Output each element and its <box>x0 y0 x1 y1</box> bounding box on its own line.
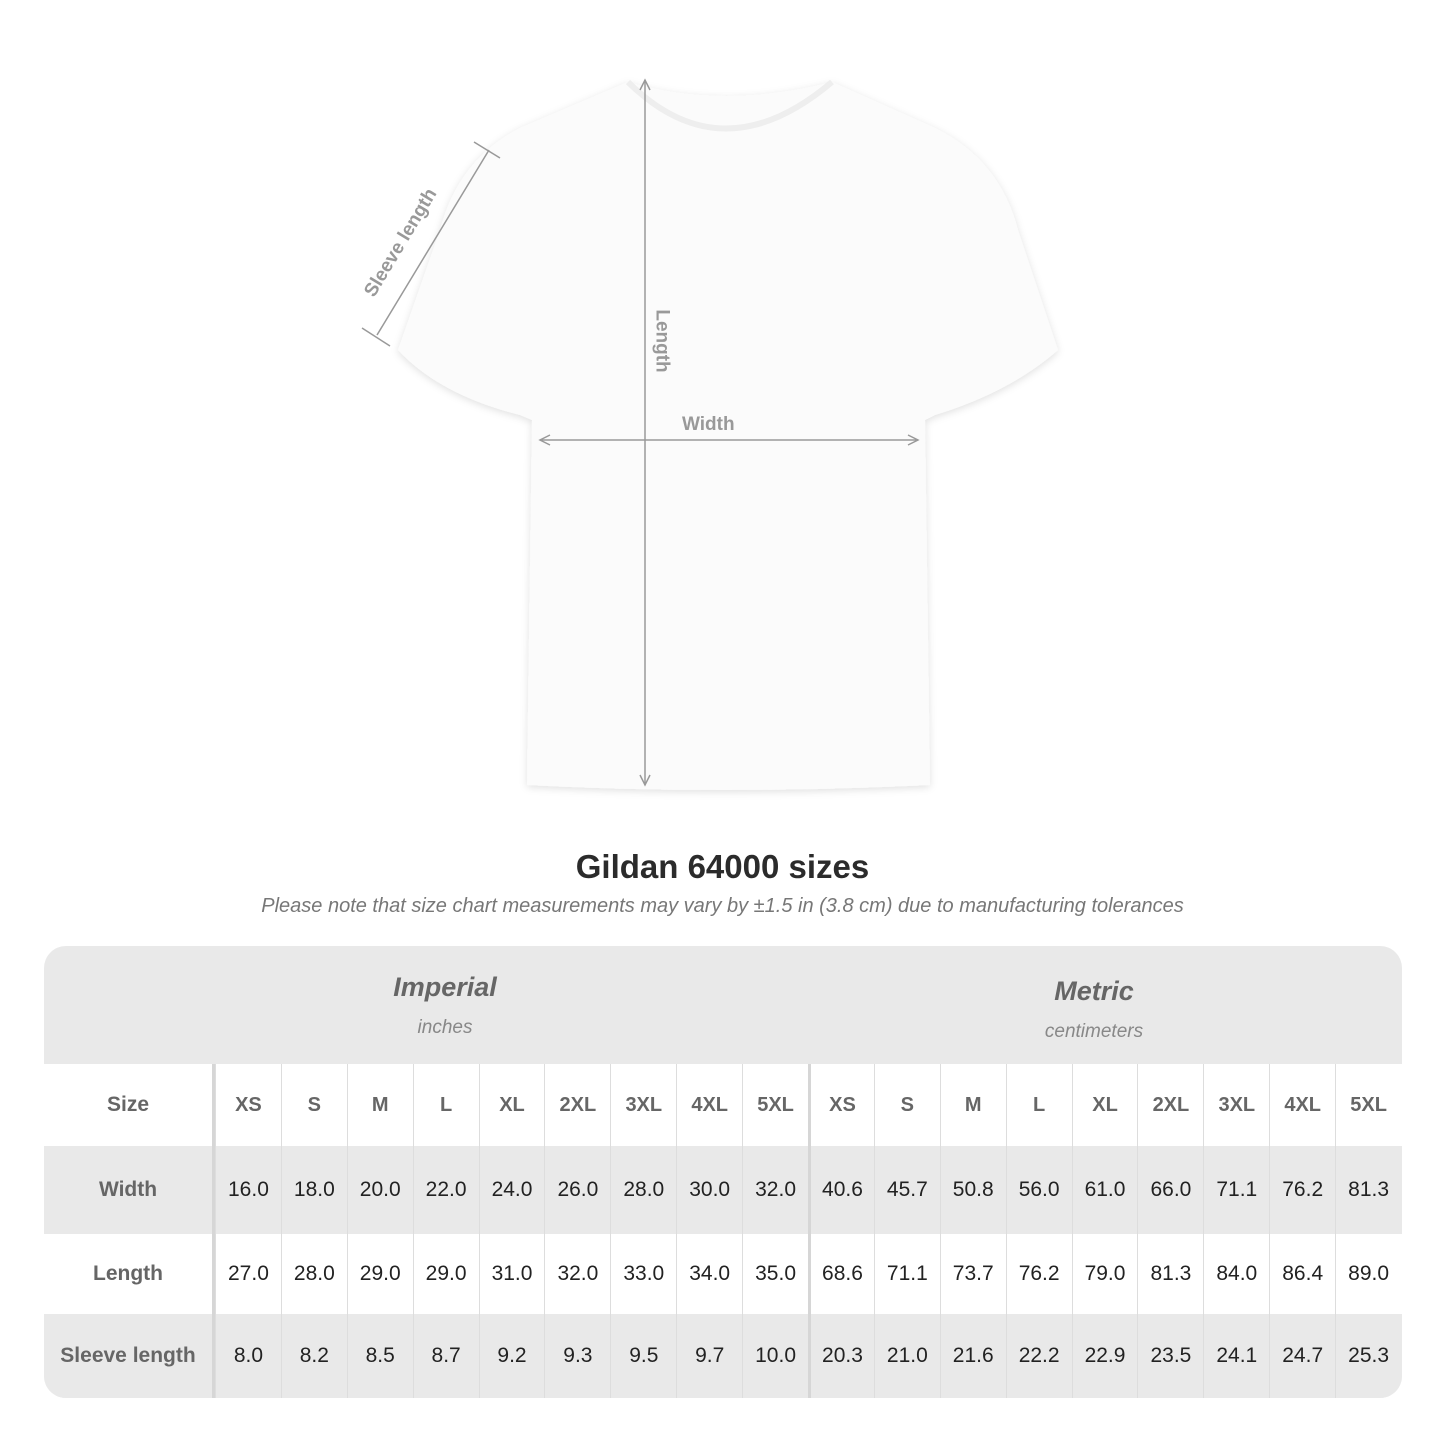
table-cell: 76.2 <box>1005 1234 1072 1314</box>
table-cell: 8.7 <box>412 1314 479 1398</box>
measure-lines <box>361 78 920 787</box>
table-cell: 76.2 <box>1269 1146 1335 1234</box>
size-header-cell: L <box>412 1064 479 1146</box>
table-cell: 16.0 <box>215 1146 281 1234</box>
row-label: Width <box>44 1146 215 1234</box>
table-cell: 24.7 <box>1269 1314 1335 1398</box>
metric-header: Metric centimeters <box>864 946 1324 1094</box>
table-cell: 50.8 <box>939 1146 1006 1234</box>
size-header-cell: L <box>1005 1064 1072 1146</box>
table-cell: 73.7 <box>939 1234 1006 1314</box>
table-cell: 31.0 <box>478 1234 545 1314</box>
table-cell: 18.0 <box>280 1146 347 1234</box>
table-cell: 68.6 <box>808 1234 874 1314</box>
table-cell: 71.1 <box>873 1234 940 1314</box>
table-cell: 81.3 <box>1137 1234 1203 1314</box>
table-cell: 86.4 <box>1269 1234 1335 1314</box>
table-cell: 20.0 <box>346 1146 413 1234</box>
size-header-cell: 4XL <box>676 1064 742 1146</box>
size-header-row: Size XS S M L XL 2XL 3XL 4XL 5XL XS S M L XL 2XL 3XL 4XL 5… <box>44 1064 1402 1146</box>
row-label: Size <box>44 1064 215 1146</box>
size-header-cell: M <box>346 1064 413 1146</box>
table-cell: 89.0 <box>1335 1234 1401 1314</box>
table-row: Sleeve length 8.0 8.2 8.5 8.7 9.2 9.3 9.5 9.7 10.… <box>44 1314 1402 1398</box>
size-header-cell: 3XL <box>1203 1064 1269 1146</box>
table-cell: 25.3 <box>1335 1314 1401 1398</box>
table-cell: 21.0 <box>873 1314 940 1398</box>
table-cell: 28.0 <box>610 1146 676 1234</box>
size-header-cell: S <box>873 1064 940 1146</box>
table-cell: 29.0 <box>346 1234 413 1314</box>
table-row: Length 27.0 28.0 29.0 29.0 31.0 32.0 33.0 34.0 35… <box>44 1234 1402 1314</box>
table-cell: 81.3 <box>1335 1146 1401 1234</box>
tshirt-diagram <box>361 78 1058 790</box>
table-cell: 9.5 <box>610 1314 676 1398</box>
table-cell: 20.3 <box>808 1314 874 1398</box>
imperial-unit: inches <box>417 1017 473 1038</box>
table-cell: 32.0 <box>742 1146 808 1234</box>
size-header-cell: XS <box>215 1064 281 1146</box>
size-header-cell: XL <box>478 1064 545 1146</box>
table-cell: 29.0 <box>412 1234 479 1314</box>
size-header-cell: S <box>280 1064 347 1146</box>
table-cell: 8.0 <box>215 1314 281 1398</box>
size-header-cell: 5XL <box>742 1064 808 1146</box>
table-cell: 9.3 <box>544 1314 610 1398</box>
size-header-cell: 2XL <box>1137 1064 1203 1146</box>
page-title: Gildan 64000 sizes <box>575 848 870 885</box>
metric-unit: centimeters <box>1044 1021 1144 1042</box>
table-cell: 66.0 <box>1137 1146 1203 1234</box>
size-header-cell: 4XL <box>1269 1064 1335 1146</box>
table-row: Width 16.0 18.0 20.0 22.0 24.0 26.0 28.0 30.0 32.… <box>44 1146 1402 1234</box>
table-cell: 23.5 <box>1137 1314 1203 1398</box>
table-cell: 79.0 <box>1071 1234 1138 1314</box>
table-cell: 24.1 <box>1203 1314 1269 1398</box>
table-cell: 34.0 <box>676 1234 742 1314</box>
size-table: Imperial inches Metric centimeters Size X… <box>44 946 1402 1398</box>
table-cell: 8.2 <box>280 1314 347 1398</box>
table-cell: 71.1 <box>1203 1146 1269 1234</box>
table-cell: 56.0 <box>1005 1146 1072 1234</box>
table-cell: 10.0 <box>742 1314 808 1398</box>
table-cell: 22.9 <box>1071 1314 1138 1398</box>
tolerance-note: Please note that size chart measurements… <box>261 895 1184 917</box>
size-header-cell: XS <box>808 1064 874 1146</box>
row-label: Length <box>44 1234 215 1314</box>
tshirt-shape <box>398 82 1058 790</box>
table-cell: 30.0 <box>676 1146 742 1234</box>
size-header-cell: 2XL <box>544 1064 610 1146</box>
size-header-cell: M <box>939 1064 1006 1146</box>
length-label: Length <box>651 309 673 373</box>
table-cell: 45.7 <box>873 1146 940 1234</box>
table-cell: 27.0 <box>215 1234 281 1314</box>
imperial-title: Imperial <box>393 972 497 1002</box>
table-cell: 8.5 <box>346 1314 413 1398</box>
table-cell: 9.7 <box>676 1314 742 1398</box>
table-cell: 61.0 <box>1071 1146 1138 1234</box>
table-cell: 21.6 <box>939 1314 1006 1398</box>
size-header-cell: XL <box>1071 1064 1138 1146</box>
table-cell: 28.0 <box>280 1234 347 1314</box>
table-cell: 32.0 <box>544 1234 610 1314</box>
width-label: Width <box>682 414 735 435</box>
row-label: Sleeve length <box>44 1314 215 1398</box>
table-cell: 84.0 <box>1203 1234 1269 1314</box>
table-cell: 9.2 <box>478 1314 545 1398</box>
size-header-cell: 5XL <box>1335 1064 1401 1146</box>
table-cell: 35.0 <box>742 1234 808 1314</box>
table-cell: 40.6 <box>808 1146 874 1234</box>
size-header-cell: 3XL <box>610 1064 676 1146</box>
table-cell: 24.0 <box>478 1146 545 1234</box>
table-cell: 33.0 <box>610 1234 676 1314</box>
metric-title: Metric <box>1054 976 1134 1006</box>
table-cell: 26.0 <box>544 1146 610 1234</box>
imperial-header: Imperial inches <box>215 946 675 1090</box>
table-cell: 22.0 <box>412 1146 479 1234</box>
table-cell: 22.2 <box>1005 1314 1072 1398</box>
